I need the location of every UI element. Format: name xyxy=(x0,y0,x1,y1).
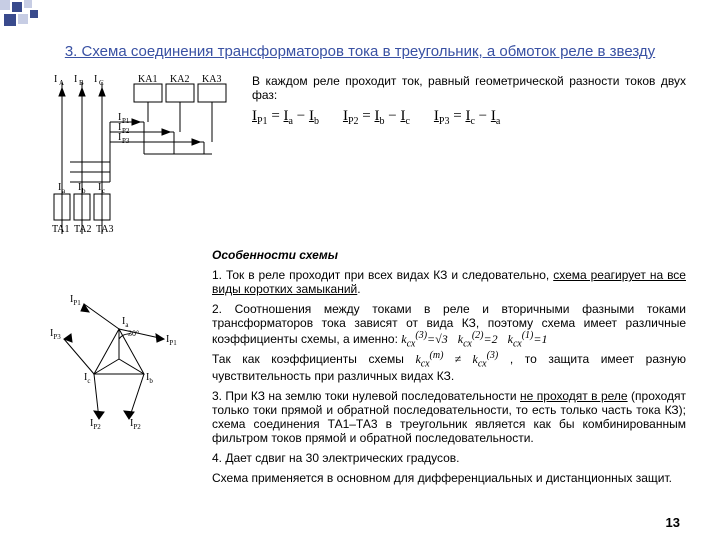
p3-a: 3. При КЗ на землю токи нулевой последов… xyxy=(212,389,520,403)
svg-text:IP2: IP2 xyxy=(130,418,141,431)
svg-text:Ic: Ic xyxy=(84,372,90,385)
equation-row: IP1 = Ia − Ib IP2 = Ib − Ic IP3 = Ic − I… xyxy=(252,108,686,127)
svg-text:P2: P2 xyxy=(122,127,130,135)
eq-ip2: IP2 = Ib − Ic xyxy=(343,108,410,127)
svg-text:I: I xyxy=(74,74,77,85)
svg-text:B: B xyxy=(79,79,84,87)
page-number: 13 xyxy=(666,515,680,530)
p1-a: 1. Ток в реле проходит при всех видах КЗ… xyxy=(212,268,553,282)
eq-ip3: IP3 = Ic − Ia xyxy=(434,108,500,127)
k1: kсх(1)=1 xyxy=(508,332,548,346)
svg-text:IP1: IP1 xyxy=(70,294,81,307)
svg-text:I: I xyxy=(78,182,81,193)
intro-text: В каждом реле проходит ток, равный геоме… xyxy=(252,74,686,102)
svg-text:30°: 30° xyxy=(128,329,139,338)
feature-4: 4. Дает сдвиг на 30 электрических градус… xyxy=(212,451,686,465)
corner-decoration xyxy=(0,0,120,30)
circuit-diagram: IA IB IC KA1 KA2 KA3 IP1 IP2 IP3 TA1 TA2… xyxy=(44,74,234,244)
svg-text:KA1: KA1 xyxy=(138,74,157,85)
svg-text:KA2: KA2 xyxy=(170,74,189,85)
svg-text:Ia: Ia xyxy=(122,316,129,329)
svg-text:P3: P3 xyxy=(122,137,130,145)
svg-text:TA1: TA1 xyxy=(52,224,70,235)
svg-text:A: A xyxy=(59,79,64,87)
k2: kсх(2)=2 xyxy=(458,332,498,346)
p3-b: не проходят в реле xyxy=(520,389,628,403)
feature-3: 3. При КЗ на землю токи нулевой последов… xyxy=(212,389,686,445)
svg-text:IP3: IP3 xyxy=(50,328,61,341)
svg-text:TA3: TA3 xyxy=(96,224,114,235)
phasor-diagram: Ia Ib Ic IP1 IP2 IP3 IP1 IP2 30° xyxy=(44,284,194,434)
p1-c: . xyxy=(357,282,360,296)
svg-text:I: I xyxy=(58,182,61,193)
svg-text:KA3: KA3 xyxy=(202,74,221,85)
p2-b: Так как коэффициенты схемы xyxy=(212,352,415,366)
k3: kсх(3)=√3 xyxy=(401,332,447,346)
feature-1: 1. Ток в реле проходит при всех видах КЗ… xyxy=(212,268,686,296)
svg-text:b: b xyxy=(82,187,86,195)
eq-ip1: IP1 = Ia − Ib xyxy=(252,108,319,127)
feature-2: 2. Соотношения между токами в реле и вто… xyxy=(212,302,686,383)
p2-a: 2. Соотношения между токами в реле и вто… xyxy=(212,302,686,346)
svg-text:I: I xyxy=(94,74,97,85)
svg-text:C: C xyxy=(99,79,104,87)
km: kсх(m) ≠ kсх(3) xyxy=(415,352,498,366)
svg-text:I: I xyxy=(118,132,121,143)
closing-text: Схема применяется в основном для диффере… xyxy=(212,471,686,485)
svg-text:P1: P1 xyxy=(122,117,130,125)
svg-text:I: I xyxy=(98,182,101,193)
svg-text:c: c xyxy=(102,187,105,195)
svg-text:IP2: IP2 xyxy=(90,418,101,431)
svg-text:TA2: TA2 xyxy=(74,224,92,235)
svg-text:I: I xyxy=(54,74,57,85)
svg-text:Ib: Ib xyxy=(146,372,153,385)
features-heading: Особенности схемы xyxy=(212,248,686,262)
svg-text:IP1: IP1 xyxy=(166,334,177,347)
